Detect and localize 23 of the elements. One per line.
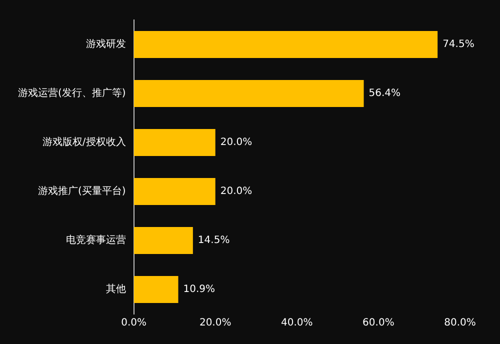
bar bbox=[134, 227, 193, 254]
data-label: 14.5% bbox=[198, 235, 230, 246]
bar bbox=[134, 276, 178, 303]
bar bbox=[134, 31, 438, 58]
bar bbox=[134, 178, 216, 205]
data-label: 20.0% bbox=[220, 186, 252, 198]
x-tick-label: 80.0% bbox=[444, 318, 476, 329]
bar bbox=[134, 80, 364, 107]
y-tick-label: 游戏研发 bbox=[86, 38, 126, 50]
y-tick-label: 游戏推广(买量平台) bbox=[38, 185, 126, 198]
x-tick-label: 0.0% bbox=[121, 318, 147, 329]
data-label: 20.0% bbox=[220, 137, 252, 148]
y-tick-label: 游戏版权/授权收入 bbox=[42, 136, 126, 148]
data-label: 74.5% bbox=[442, 39, 474, 50]
data-label: 56.4% bbox=[368, 88, 401, 100]
y-tick-label: 其他 bbox=[106, 283, 126, 296]
data-label: 10.9% bbox=[183, 284, 216, 296]
x-tick-label: 20.0% bbox=[199, 318, 232, 329]
y-tick-label: 游戏运营(发行、推广等) bbox=[18, 87, 126, 100]
x-tick-label: 60.0% bbox=[362, 318, 394, 329]
bar bbox=[134, 129, 216, 156]
x-tick-label: 40.0% bbox=[281, 318, 313, 329]
y-tick-label: 电竞赛事运营 bbox=[66, 234, 126, 246]
